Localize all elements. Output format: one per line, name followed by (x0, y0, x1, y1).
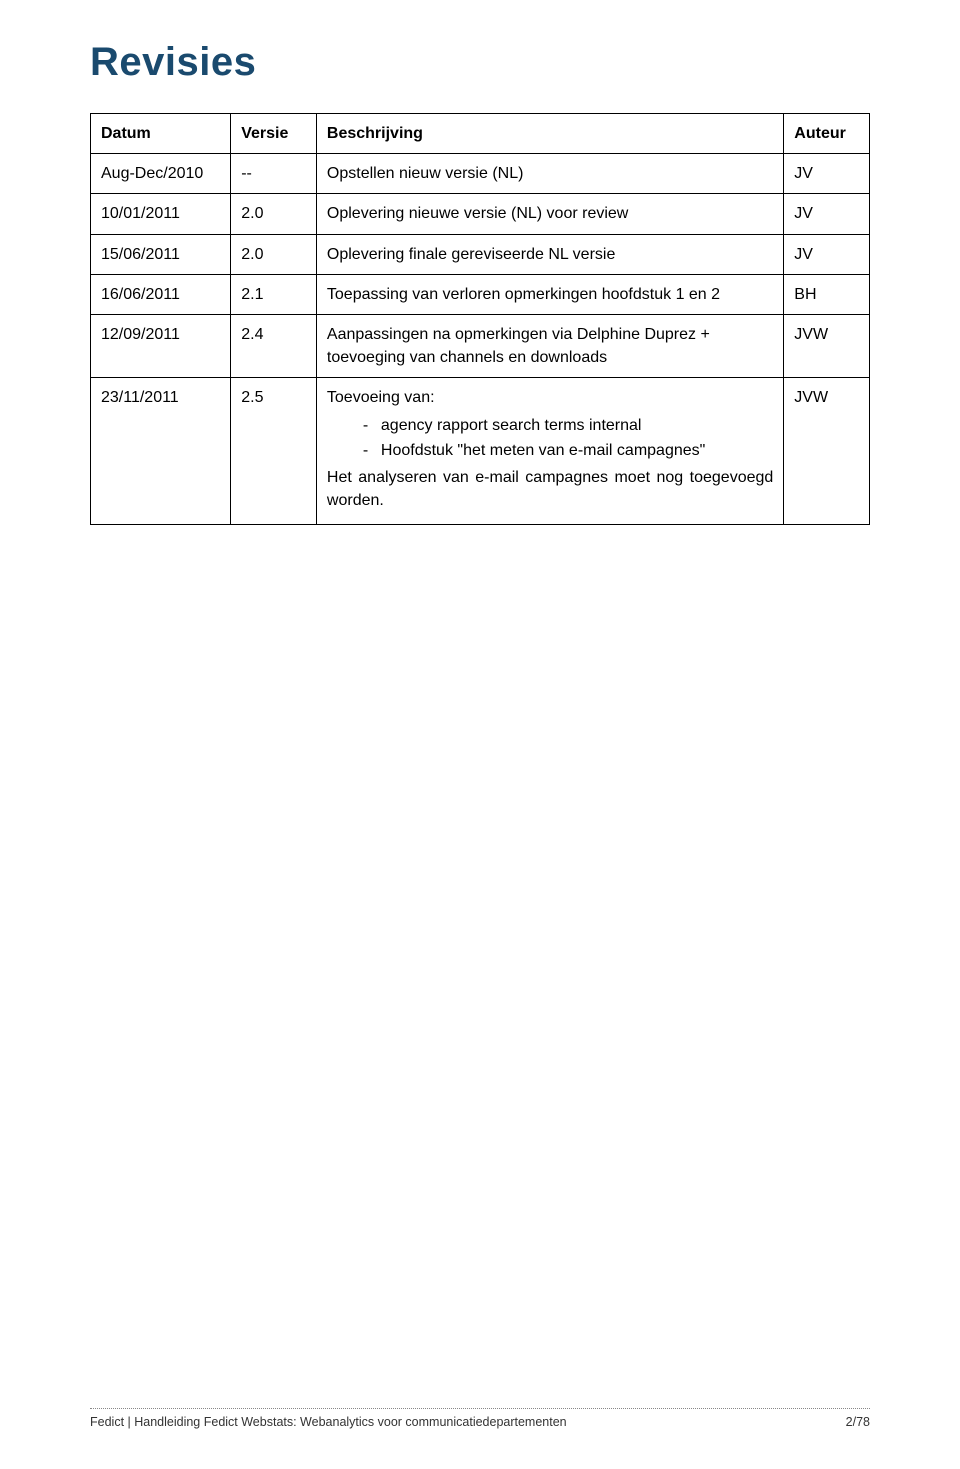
col-beschrijving: Beschrijving (316, 114, 783, 154)
cell-beschrijving: Toevoeing van: agency rapport search ter… (316, 378, 783, 525)
table-row: 23/11/2011 2.5 Toevoeing van: agency rap… (91, 378, 870, 525)
list-item: Hoofdstuk "het meten van e-mail campagne… (363, 439, 773, 462)
table-row: 16/06/2011 2.1 Toepassing van verloren o… (91, 274, 870, 314)
cell-datum: 15/06/2011 (91, 234, 231, 274)
page-title: Revisies (90, 40, 870, 85)
table-row: 12/09/2011 2.4 Aanpassingen na opmerking… (91, 314, 870, 377)
desc-lead: Toevoeing van: (327, 386, 773, 409)
cell-datum: 23/11/2011 (91, 378, 231, 525)
cell-beschrijving: Toepassing van verloren opmerkingen hoof… (316, 274, 783, 314)
cell-auteur: BH (784, 274, 870, 314)
cell-auteur: JV (784, 234, 870, 274)
cell-versie: 2.4 (231, 314, 317, 377)
table-row: 15/06/2011 2.0 Oplevering finale gerevis… (91, 234, 870, 274)
table-row: Aug-Dec/2010 -- Opstellen nieuw versie (… (91, 154, 870, 194)
cell-versie: 2.1 (231, 274, 317, 314)
cell-beschrijving: Opstellen nieuw versie (NL) (316, 154, 783, 194)
table-header: Datum Versie Beschrijving Auteur (91, 114, 870, 154)
desc-bullets: agency rapport search terms internal Hoo… (327, 414, 773, 462)
footer-page-number: 2/78 (846, 1415, 870, 1429)
cell-auteur: JV (784, 194, 870, 234)
cell-datum: 12/09/2011 (91, 314, 231, 377)
cell-datum: 10/01/2011 (91, 194, 231, 234)
col-auteur: Auteur (784, 114, 870, 154)
cell-datum: Aug-Dec/2010 (91, 154, 231, 194)
cell-versie: 2.0 (231, 194, 317, 234)
cell-versie: 2.5 (231, 378, 317, 525)
page-footer: Fedict | Handleiding Fedict Webstats: We… (90, 1408, 870, 1429)
cell-versie: 2.0 (231, 234, 317, 274)
cell-beschrijving: Aanpassingen na opmerkingen via Delphine… (316, 314, 783, 377)
list-item: agency rapport search terms internal (363, 414, 773, 437)
cell-auteur: JVW (784, 378, 870, 525)
cell-versie: -- (231, 154, 317, 194)
desc-tail: Het analyseren van e-mail campagnes moet… (327, 466, 773, 512)
col-versie: Versie (231, 114, 317, 154)
cell-auteur: JVW (784, 314, 870, 377)
revisions-table: Datum Versie Beschrijving Auteur Aug-Dec… (90, 113, 870, 525)
cell-beschrijving: Oplevering finale gereviseerde NL versie (316, 234, 783, 274)
cell-datum: 16/06/2011 (91, 274, 231, 314)
footer-left: Fedict | Handleiding Fedict Webstats: We… (90, 1415, 567, 1429)
footer-rule (90, 1408, 870, 1409)
col-datum: Datum (91, 114, 231, 154)
table-row: 10/01/2011 2.0 Oplevering nieuwe versie … (91, 194, 870, 234)
cell-beschrijving: Oplevering nieuwe versie (NL) voor revie… (316, 194, 783, 234)
document-page: Revisies Datum Versie Beschrijving Auteu… (0, 0, 960, 1469)
cell-auteur: JV (784, 154, 870, 194)
